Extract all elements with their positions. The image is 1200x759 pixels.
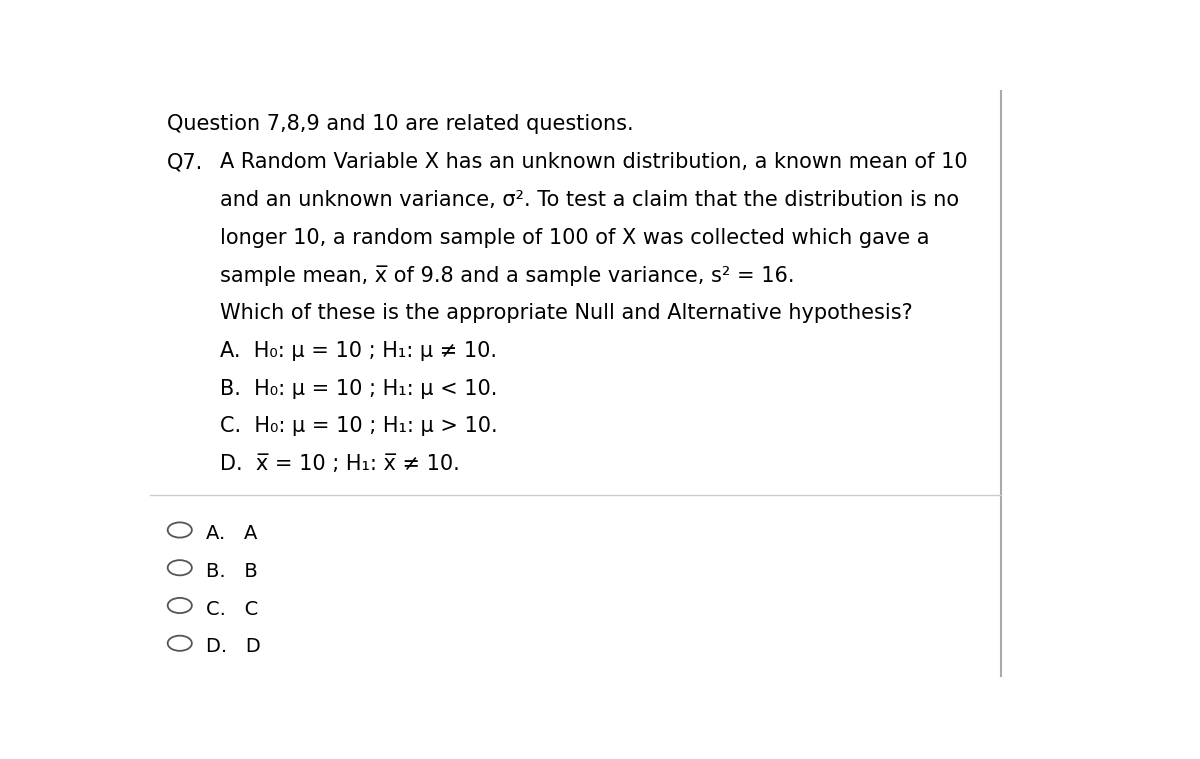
Text: C.  H₀: μ = 10 ; H₁: μ > 10.: C. H₀: μ = 10 ; H₁: μ > 10. bbox=[220, 417, 497, 436]
Text: A Random Variable X has an unknown distribution, a known mean of 10: A Random Variable X has an unknown distr… bbox=[220, 153, 967, 172]
Text: D.   D: D. D bbox=[206, 638, 260, 657]
Text: B.  H₀: μ = 10 ; H₁: μ < 10.: B. H₀: μ = 10 ; H₁: μ < 10. bbox=[220, 379, 497, 398]
Text: sample mean, x̅ of 9.8 and a sample variance, s² = 16.: sample mean, x̅ of 9.8 and a sample vari… bbox=[220, 266, 794, 286]
Text: C.   C: C. C bbox=[206, 600, 258, 619]
Text: Which of these is the appropriate Null and Alternative hypothesis?: Which of these is the appropriate Null a… bbox=[220, 304, 912, 323]
Text: Question 7,8,9 and 10 are related questions.: Question 7,8,9 and 10 are related questi… bbox=[167, 115, 634, 134]
Text: and an unknown variance, σ². To test a claim that the distribution is no: and an unknown variance, σ². To test a c… bbox=[220, 190, 959, 210]
Text: A.  H₀: μ = 10 ; H₁: μ ≠ 10.: A. H₀: μ = 10 ; H₁: μ ≠ 10. bbox=[220, 341, 497, 361]
Text: longer 10, a random sample of 100 of X was collected which gave a: longer 10, a random sample of 100 of X w… bbox=[220, 228, 929, 247]
Text: A.   A: A. A bbox=[206, 524, 257, 543]
Text: Q7.: Q7. bbox=[167, 153, 203, 172]
Text: D.  x̅ = 10 ; H₁: x̅ ≠ 10.: D. x̅ = 10 ; H₁: x̅ ≠ 10. bbox=[220, 454, 460, 474]
Text: B.   B: B. B bbox=[206, 562, 258, 581]
